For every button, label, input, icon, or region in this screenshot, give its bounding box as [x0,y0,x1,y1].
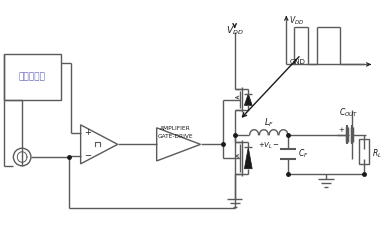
Text: $+V_L−$: $+V_L−$ [258,141,280,151]
Text: $L_F$: $L_F$ [264,117,274,129]
Text: $C_F$: $C_F$ [298,148,309,160]
Text: $C_{OUT}$: $C_{OUT}$ [339,107,358,119]
Text: −: − [84,152,92,161]
Polygon shape [244,94,252,105]
Bar [359,140,369,164]
Text: +: + [338,127,344,133]
Text: $V_{DD}$: $V_{DD}$ [226,24,243,37]
Text: +: + [84,128,91,137]
Text: $R_L$: $R_L$ [372,148,382,160]
Bar [3,54,61,100]
Text: AMPLIFIER: AMPLIFIER [160,126,191,131]
Text: GATE-DRIVE: GATE-DRIVE [158,134,193,139]
Polygon shape [244,147,252,169]
Text: $V_{DD}$: $V_{DD}$ [289,14,304,27]
Text: GND: GND [289,59,305,65]
Text: 波形发生器: 波形发生器 [19,73,46,81]
